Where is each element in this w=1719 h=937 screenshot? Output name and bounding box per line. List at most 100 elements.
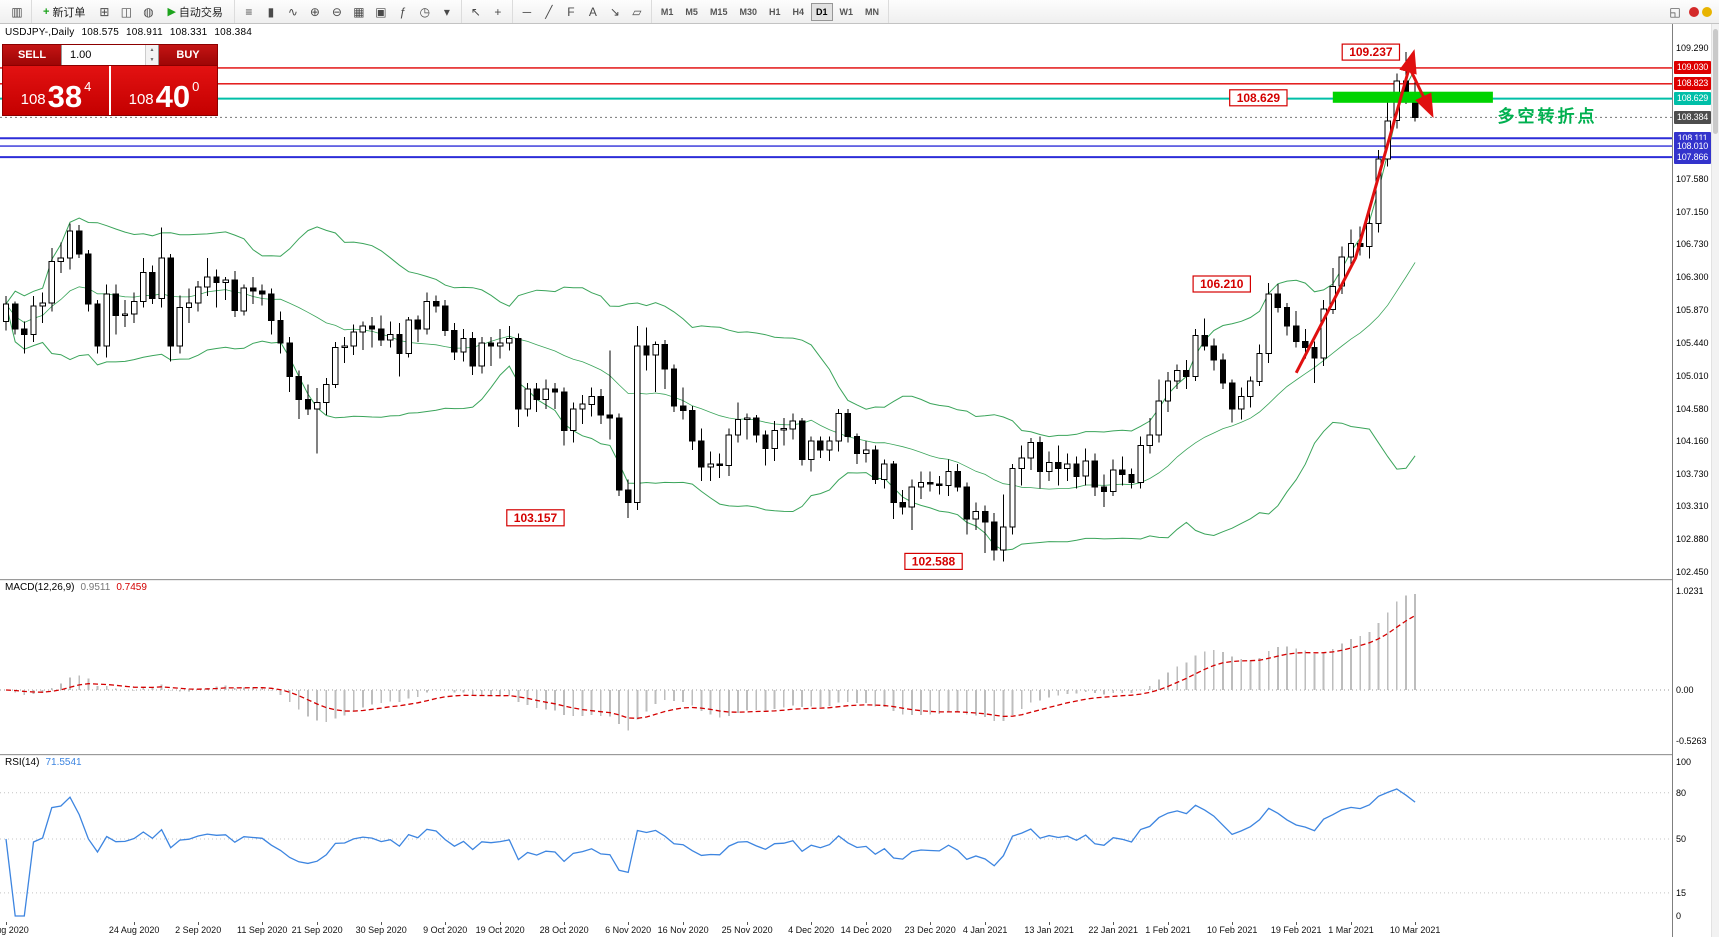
line-chart-button[interactable]: ∿ xyxy=(283,2,303,21)
time-tick xyxy=(985,922,987,925)
toolbar: ▥ + 新订单 ⊞ ◫ ◍ ▶ 自动交易 ≡ ▮ ∿ ⊕ ⊖ ▦ ▣ ƒ ◷ ▾ ↖ + ─ ╱ F A ↘ ▱ M1 M5 M15 M3… xyxy=(0,0,1719,24)
time-tick xyxy=(747,922,749,925)
time-axis[interactable]: 4 Aug 2020 24 Aug 2020 2 Sep 2020 11 Sep 20… xyxy=(0,922,1672,937)
rsi-line xyxy=(5,788,1416,917)
community-button[interactable]: ◱ xyxy=(1665,2,1685,21)
timeframe-m30-button[interactable]: M30 xyxy=(739,6,757,17)
periods-button[interactable]: ◷ xyxy=(415,2,435,21)
arrows-tool-button[interactable]: ↘ xyxy=(605,2,625,21)
timeframe-w1-button[interactable]: W1 xyxy=(839,6,854,17)
candlestick-icon: ▮ xyxy=(267,4,275,19)
time-tick xyxy=(445,922,447,925)
timeframe-d1-button[interactable]: D1 xyxy=(811,2,833,21)
time-label: 25 Nov 2020 xyxy=(721,925,773,935)
rsi-pane[interactable] xyxy=(0,754,1672,922)
new-order-button[interactable]: + 新订单 xyxy=(36,2,92,21)
time-tick xyxy=(1232,922,1234,925)
vertical-scrollbar[interactable] xyxy=(1711,24,1719,937)
price-tick: 107.580 xyxy=(1676,174,1709,184)
buy-button[interactable]: BUY xyxy=(159,45,217,65)
ohlc-high: 108.911 xyxy=(126,27,163,38)
time-label: 2 Sep 2020 xyxy=(175,925,222,935)
timeframe-h4-button[interactable]: H4 xyxy=(792,6,804,17)
volume-down-icon[interactable]: ▼ xyxy=(146,55,158,65)
time-tick xyxy=(317,922,319,925)
bid-pip: 4 xyxy=(84,79,92,94)
cursor-button[interactable]: ↖ xyxy=(466,2,486,21)
templates-button[interactable]: ▾ xyxy=(437,2,457,21)
turning-point-annotation[interactable]: 多空转折点 xyxy=(1498,106,1598,126)
price-tick: 106.730 xyxy=(1676,239,1709,250)
crosshair-icon: + xyxy=(494,4,502,19)
timeframe-m15-button[interactable]: M15 xyxy=(709,6,728,17)
market-watch-icon: ◍ xyxy=(143,4,154,19)
time-tick xyxy=(564,922,566,925)
indicators-button[interactable]: ƒ xyxy=(393,2,413,21)
ask-big: 40 xyxy=(155,78,191,114)
svg-text:109.237: 109.237 xyxy=(1349,45,1393,59)
price-chart-pane[interactable]: 109.237 108.629 106.210 103.157 102.588 多空转折点 xyxy=(0,24,1672,579)
crosshair-button[interactable]: + xyxy=(488,2,508,21)
timeframe-h1-button[interactable]: H1 xyxy=(768,6,781,17)
candlestick-button[interactable]: ▮ xyxy=(261,2,281,21)
sell-price-button[interactable]: 108 38 4 xyxy=(3,66,109,115)
sell-button[interactable]: SELL xyxy=(3,45,61,65)
periods-icon: ◷ xyxy=(419,4,431,19)
chart-panel-button[interactable]: ▥ xyxy=(7,2,27,21)
toolbar-group: ▥ xyxy=(3,0,32,23)
time-label: 11 Sep 2020 xyxy=(236,925,288,935)
time-label: 13 Jan 2021 xyxy=(1024,925,1074,935)
chart-panel-icon: ▥ xyxy=(11,4,23,19)
time-tick xyxy=(1296,922,1298,925)
volume-up-icon[interactable]: ▲ xyxy=(146,45,158,55)
market-watch-button[interactable]: ◍ xyxy=(138,2,158,21)
indicators-icon: ƒ xyxy=(399,4,407,19)
price-callouts[interactable]: 109.237 108.629 106.210 103.157 102.588 xyxy=(506,43,1401,571)
open-chart-icon: ⊞ xyxy=(99,4,110,19)
time-label: 21 Sep 2020 xyxy=(291,925,343,935)
shapes-icon: ▱ xyxy=(632,4,642,19)
horizontal-line-button[interactable]: ─ xyxy=(517,2,537,21)
timeframe-m1-button[interactable]: M1 xyxy=(660,6,674,17)
scrollbar-thumb[interactable] xyxy=(1713,29,1718,134)
zoom-in-button[interactable]: ⊕ xyxy=(305,2,325,21)
auto-arrange-button[interactable]: ▣ xyxy=(371,2,391,21)
timeframe-m5-button[interactable]: M5 xyxy=(685,6,698,17)
fibonacci-button[interactable]: F xyxy=(561,2,581,21)
trend-arrows[interactable] xyxy=(1294,49,1434,374)
text-label-button[interactable]: A xyxy=(583,2,603,21)
price-tick: 104.580 xyxy=(1676,403,1709,414)
candles xyxy=(2,52,1419,562)
time-label: 4 Dec 2020 xyxy=(788,925,835,935)
autotrade-button[interactable]: ▶ 自动交易 xyxy=(160,2,229,21)
price-axis[interactable]: 109.290 107.580 107.150 106.730 106.300 105.8… xyxy=(1672,24,1711,937)
ask-pip: 0 xyxy=(192,79,200,94)
trendline-button[interactable]: ╱ xyxy=(539,2,559,21)
price-tick: 109.290 xyxy=(1676,43,1709,53)
rsi-label: RSI(14) 71.5541 xyxy=(5,757,88,768)
price-tick: 103.730 xyxy=(1676,468,1709,479)
price-tag: 107.866 xyxy=(1674,150,1711,164)
pane-separator[interactable] xyxy=(0,754,1719,756)
pane-separator[interactable] xyxy=(0,579,1719,581)
price-tick: 106.300 xyxy=(1676,272,1709,283)
time-tick xyxy=(1049,922,1051,925)
connection-dot-icon[interactable] xyxy=(1702,6,1712,17)
zoom-out-button[interactable]: ⊖ xyxy=(327,2,347,21)
time-tick xyxy=(6,922,7,925)
price-tag: 108.629 xyxy=(1674,92,1711,106)
profiles-button[interactable]: ◫ xyxy=(116,2,136,21)
tile-windows-button[interactable]: ▦ xyxy=(349,2,369,21)
volume-field[interactable]: 1.00 ▲ ▼ xyxy=(61,45,159,65)
shapes-button[interactable]: ▱ xyxy=(627,2,647,21)
support-zone[interactable] xyxy=(1332,91,1493,103)
macd-pane[interactable] xyxy=(0,579,1672,754)
notification-dot-icon[interactable] xyxy=(1689,6,1699,17)
open-chart-button[interactable]: ⊞ xyxy=(94,2,114,21)
price-tag: 108.010 xyxy=(1674,139,1711,153)
buy-price-button[interactable]: 108 40 0 xyxy=(109,66,217,115)
timeframe-mn-button[interactable]: MN xyxy=(865,6,880,17)
bar-chart-button[interactable]: ≡ xyxy=(239,2,259,21)
horizontal-level-lines[interactable] xyxy=(0,67,1672,159)
